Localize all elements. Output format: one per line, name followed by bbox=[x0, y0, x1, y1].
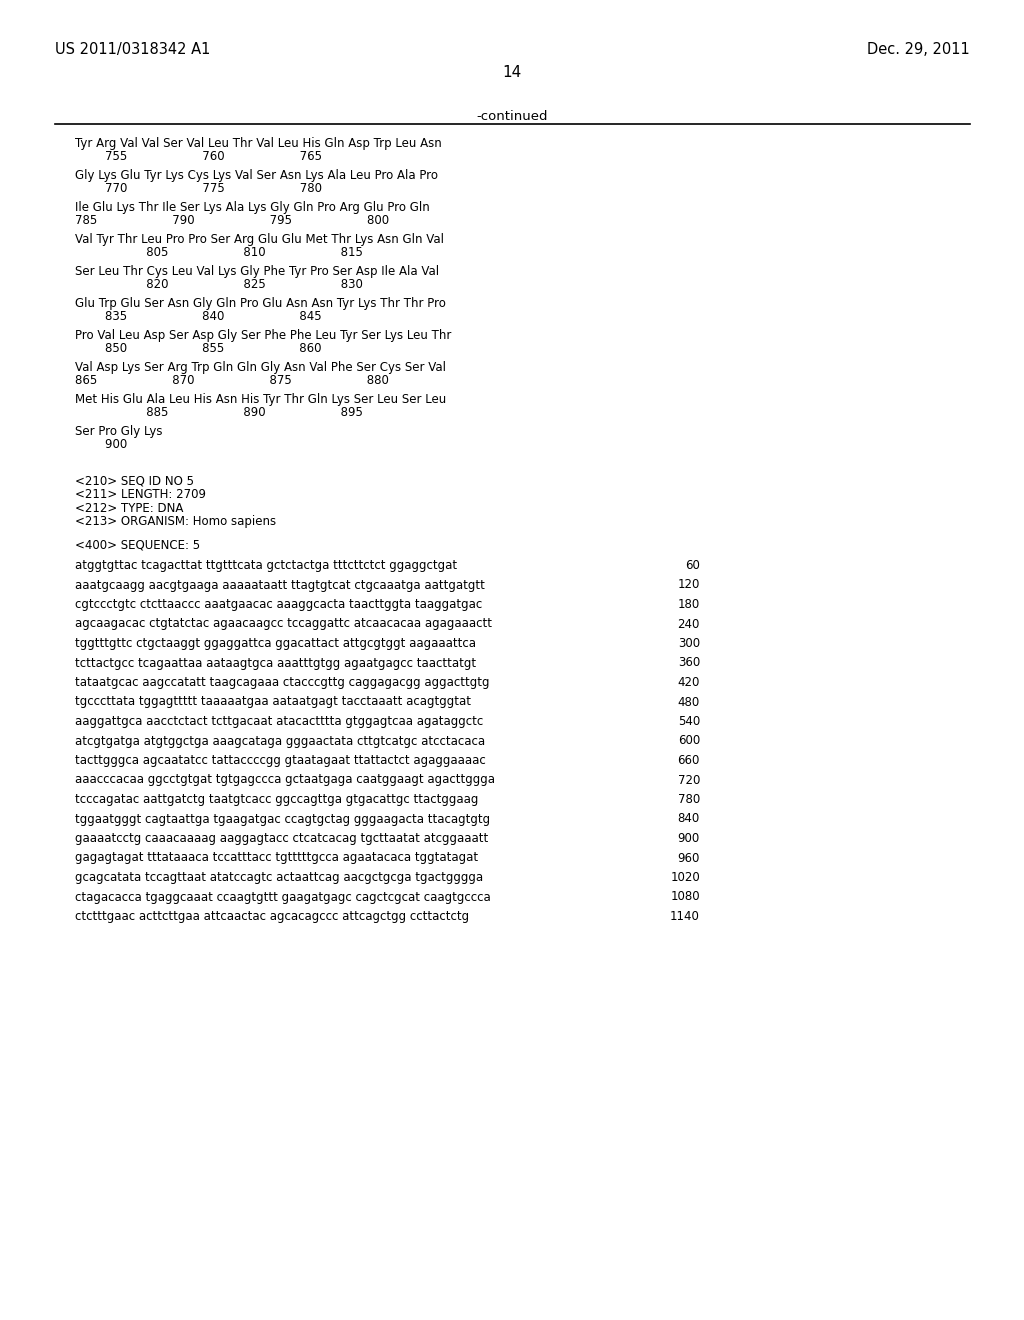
Text: tggaatgggt cagtaattga tgaagatgac ccagtgctag gggaagacta ttacagtgtg: tggaatgggt cagtaattga tgaagatgac ccagtgc… bbox=[75, 813, 490, 825]
Text: 300: 300 bbox=[678, 638, 700, 649]
Text: 120: 120 bbox=[678, 578, 700, 591]
Text: Val Tyr Thr Leu Pro Pro Ser Arg Glu Glu Met Thr Lys Asn Gln Val: Val Tyr Thr Leu Pro Pro Ser Arg Glu Glu … bbox=[75, 234, 444, 246]
Text: <400> SEQUENCE: 5: <400> SEQUENCE: 5 bbox=[75, 539, 200, 552]
Text: aaatgcaagg aacgtgaaga aaaaataatt ttagtgtcat ctgcaaatga aattgatgtt: aaatgcaagg aacgtgaaga aaaaataatt ttagtgt… bbox=[75, 578, 485, 591]
Text: <212> TYPE: DNA: <212> TYPE: DNA bbox=[75, 502, 183, 515]
Text: 850                    855                    860: 850 855 860 bbox=[75, 342, 322, 355]
Text: gaaaatcctg caaacaaaag aaggagtacc ctcatcacag tgcttaatat atcggaaatt: gaaaatcctg caaacaaaag aaggagtacc ctcatca… bbox=[75, 832, 488, 845]
Text: 840: 840 bbox=[678, 813, 700, 825]
Text: US 2011/0318342 A1: US 2011/0318342 A1 bbox=[55, 42, 210, 57]
Text: aaggattgca aacctctact tcttgacaat atacactttta gtggagtcaa agataggctc: aaggattgca aacctctact tcttgacaat atacact… bbox=[75, 715, 483, 729]
Text: 805                    810                    815: 805 810 815 bbox=[75, 247, 362, 260]
Text: Ser Pro Gly Lys: Ser Pro Gly Lys bbox=[75, 425, 163, 438]
Text: 885                    890                    895: 885 890 895 bbox=[75, 407, 362, 420]
Text: Ser Leu Thr Cys Leu Val Lys Gly Phe Tyr Pro Ser Asp Ile Ala Val: Ser Leu Thr Cys Leu Val Lys Gly Phe Tyr … bbox=[75, 265, 439, 279]
Text: 540: 540 bbox=[678, 715, 700, 729]
Text: gcagcatata tccagttaat atatccagtc actaattcag aacgctgcga tgactgggga: gcagcatata tccagttaat atatccagtc actaatt… bbox=[75, 871, 483, 884]
Text: 720: 720 bbox=[678, 774, 700, 787]
Text: Glu Trp Glu Ser Asn Gly Gln Pro Glu Asn Asn Tyr Lys Thr Thr Pro: Glu Trp Glu Ser Asn Gly Gln Pro Glu Asn … bbox=[75, 297, 445, 310]
Text: tacttgggca agcaatatcc tattaccccgg gtaatagaat ttattactct agaggaaaac: tacttgggca agcaatatcc tattaccccgg gtaata… bbox=[75, 754, 485, 767]
Text: 480: 480 bbox=[678, 696, 700, 709]
Text: atggtgttac tcagacttat ttgtttcata gctctactga tttcttctct ggaggctgat: atggtgttac tcagacttat ttgtttcata gctctac… bbox=[75, 558, 457, 572]
Text: <211> LENGTH: 2709: <211> LENGTH: 2709 bbox=[75, 488, 206, 502]
Text: 360: 360 bbox=[678, 656, 700, 669]
Text: Dec. 29, 2011: Dec. 29, 2011 bbox=[867, 42, 970, 57]
Text: tcttactgcc tcagaattaa aataagtgca aaatttgtgg agaatgagcc taacttatgt: tcttactgcc tcagaattaa aataagtgca aaatttg… bbox=[75, 656, 476, 669]
Text: tataatgcac aagccatatt taagcagaaa ctacccgttg caggagacgg aggacttgtg: tataatgcac aagccatatt taagcagaaa ctacccg… bbox=[75, 676, 489, 689]
Text: 1020: 1020 bbox=[671, 871, 700, 884]
Text: Val Asp Lys Ser Arg Trp Gln Gln Gly Asn Val Phe Ser Cys Ser Val: Val Asp Lys Ser Arg Trp Gln Gln Gly Asn … bbox=[75, 360, 446, 374]
Text: 1140: 1140 bbox=[670, 909, 700, 923]
Text: 820                    825                    830: 820 825 830 bbox=[75, 279, 362, 292]
Text: tgcccttata tggagttttt taaaaatgaa aataatgagt tacctaaatt acagtggtat: tgcccttata tggagttttt taaaaatgaa aataatg… bbox=[75, 696, 471, 709]
Text: 785                    790                    795                    800: 785 790 795 800 bbox=[75, 214, 389, 227]
Text: Gly Lys Glu Tyr Lys Cys Lys Val Ser Asn Lys Ala Leu Pro Ala Pro: Gly Lys Glu Tyr Lys Cys Lys Val Ser Asn … bbox=[75, 169, 438, 182]
Text: 60: 60 bbox=[685, 558, 700, 572]
Text: 780: 780 bbox=[678, 793, 700, 807]
Text: 835                    840                    845: 835 840 845 bbox=[75, 310, 322, 323]
Text: tggtttgttc ctgctaaggt ggaggattca ggacattact attgcgtggt aagaaattca: tggtttgttc ctgctaaggt ggaggattca ggacatt… bbox=[75, 638, 476, 649]
Text: <210> SEQ ID NO 5: <210> SEQ ID NO 5 bbox=[75, 475, 194, 488]
Text: 900: 900 bbox=[678, 832, 700, 845]
Text: 240: 240 bbox=[678, 618, 700, 631]
Text: <213> ORGANISM: Homo sapiens: <213> ORGANISM: Homo sapiens bbox=[75, 516, 276, 528]
Text: tcccagatac aattgatctg taatgtcacc ggccagttga gtgacattgc ttactggaag: tcccagatac aattgatctg taatgtcacc ggccagt… bbox=[75, 793, 478, 807]
Text: 420: 420 bbox=[678, 676, 700, 689]
Text: 755                    760                    765: 755 760 765 bbox=[75, 150, 322, 164]
Text: -continued: -continued bbox=[476, 110, 548, 123]
Text: ctagacacca tgaggcaaat ccaagtgttt gaagatgagc cagctcgcat caagtgccca: ctagacacca tgaggcaaat ccaagtgttt gaagatg… bbox=[75, 891, 490, 903]
Text: aaacccacaa ggcctgtgat tgtgagccca gctaatgaga caatggaagt agacttggga: aaacccacaa ggcctgtgat tgtgagccca gctaatg… bbox=[75, 774, 495, 787]
Text: 660: 660 bbox=[678, 754, 700, 767]
Text: 900: 900 bbox=[75, 438, 127, 451]
Text: Ile Glu Lys Thr Ile Ser Lys Ala Lys Gly Gln Pro Arg Glu Pro Gln: Ile Glu Lys Thr Ile Ser Lys Ala Lys Gly … bbox=[75, 201, 430, 214]
Text: 600: 600 bbox=[678, 734, 700, 747]
Text: atcgtgatga atgtggctga aaagcataga gggaactata cttgtcatgc atcctacaca: atcgtgatga atgtggctga aaagcataga gggaact… bbox=[75, 734, 485, 747]
Text: 180: 180 bbox=[678, 598, 700, 611]
Text: 865                    870                    875                    880: 865 870 875 880 bbox=[75, 375, 389, 388]
Text: cgtccctgtc ctcttaaccc aaatgaacac aaaggcacta taacttggta taaggatgac: cgtccctgtc ctcttaaccc aaatgaacac aaaggca… bbox=[75, 598, 482, 611]
Text: Met His Glu Ala Leu His Asn His Tyr Thr Gln Lys Ser Leu Ser Leu: Met His Glu Ala Leu His Asn His Tyr Thr … bbox=[75, 393, 446, 407]
Text: agcaagacac ctgtatctac agaacaagcc tccaggattc atcaacacaa agagaaactt: agcaagacac ctgtatctac agaacaagcc tccagga… bbox=[75, 618, 492, 631]
Text: gagagtagat tttataaaca tccatttacc tgtttttgcca agaatacaca tggtatagat: gagagtagat tttataaaca tccatttacc tgttttt… bbox=[75, 851, 478, 865]
Text: 770                    775                    780: 770 775 780 bbox=[75, 182, 322, 195]
Text: 14: 14 bbox=[503, 65, 521, 81]
Text: ctctttgaac acttcttgaa attcaactac agcacagccc attcagctgg ccttactctg: ctctttgaac acttcttgaa attcaactac agcacag… bbox=[75, 909, 469, 923]
Text: Pro Val Leu Asp Ser Asp Gly Ser Phe Phe Leu Tyr Ser Lys Leu Thr: Pro Val Leu Asp Ser Asp Gly Ser Phe Phe … bbox=[75, 329, 452, 342]
Text: Tyr Arg Val Val Ser Val Leu Thr Val Leu His Gln Asp Trp Leu Asn: Tyr Arg Val Val Ser Val Leu Thr Val Leu … bbox=[75, 137, 441, 150]
Text: 1080: 1080 bbox=[671, 891, 700, 903]
Text: 960: 960 bbox=[678, 851, 700, 865]
